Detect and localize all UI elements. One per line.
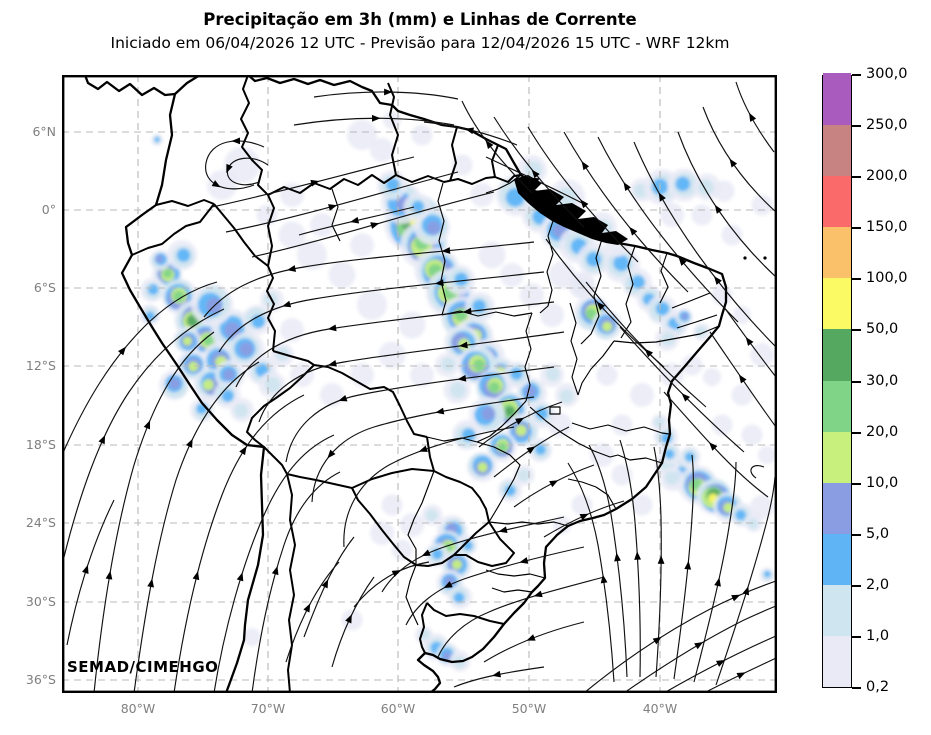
x-tick-label: 40°W (642, 701, 678, 716)
y-tick-label: 6°S (33, 280, 56, 295)
y-tick-label: 30°S (25, 594, 56, 609)
watermark: SEMAD/CIMEHGO (67, 658, 219, 676)
colorbar-tick (852, 278, 861, 281)
colorbar-label: 20,0 (866, 423, 899, 440)
colorbar-tick (852, 380, 861, 383)
y-tick-label: 18°S (25, 437, 56, 452)
colorbar-label: 200,0 (866, 168, 908, 185)
colorbar-segment (823, 277, 851, 330)
colorbar-segment (823, 124, 851, 177)
y-tick-label: 6°N (32, 124, 56, 139)
page-title: Precipitação em 3h (mm) e Linhas de Corr… (203, 10, 637, 29)
colorbar-label: 100,0 (866, 270, 908, 287)
colorbar-label: 2,0 (866, 576, 890, 593)
x-tick-label: 50°W (511, 701, 547, 716)
map-frame (62, 75, 777, 693)
colorbar-tick (852, 74, 861, 76)
colorbar-tick (852, 687, 861, 689)
x-tick-label: 70°W (250, 701, 286, 716)
colorbar-tick (852, 584, 861, 587)
colorbar-label: 300,0 (866, 66, 908, 82)
colorbar-label: 250,0 (866, 117, 908, 134)
colorbar-segment (823, 584, 851, 636)
colorbar-segment (823, 328, 851, 381)
y-tick-label: 36°S (25, 672, 56, 687)
colorbar-tick (852, 227, 861, 230)
colorbar-segment (823, 73, 851, 126)
page-subtitle: Iniciado em 06/04/2026 12 UTC - Previsão… (110, 34, 730, 52)
x-tick-label: 80°W (120, 701, 156, 716)
colorbar-label: 150,0 (866, 219, 908, 236)
colorbar-segment (823, 379, 851, 432)
colorbar-tick (852, 431, 861, 434)
x-tick-label: 60°W (380, 701, 416, 716)
colorbar-label: 0,2 (866, 679, 890, 695)
colorbar-label: 5,0 (866, 525, 890, 542)
colorbar-tick (852, 635, 861, 638)
colorbar (822, 73, 852, 688)
colorbar-label: 10,0 (866, 474, 899, 491)
y-tick-label: 12°S (25, 358, 56, 373)
colorbar-label: 30,0 (866, 372, 899, 389)
colorbar-tick (852, 482, 861, 485)
y-tick-label: 24°S (25, 515, 56, 530)
coastline (83, 75, 767, 693)
colorbar-segment (823, 482, 851, 534)
colorbar-segment (823, 635, 851, 687)
streamlines (62, 81, 777, 693)
amazon-delta (514, 175, 628, 245)
map-canvas (62, 75, 777, 693)
colorbar-segment (823, 226, 851, 279)
colorbar-segment (823, 533, 851, 585)
colorbar-tick (852, 329, 861, 332)
colorbar-tick (852, 125, 861, 128)
y-tick-label: 0° (41, 202, 56, 217)
colorbar-label: 1,0 (866, 627, 890, 644)
colorbar-segment (823, 431, 851, 483)
streamline-arrowheads (82, 88, 757, 680)
colorbar-label: 50,0 (866, 321, 899, 338)
colorbar-tick (852, 533, 861, 536)
colorbar-tick (852, 176, 861, 179)
colorbar-segment (823, 175, 851, 228)
